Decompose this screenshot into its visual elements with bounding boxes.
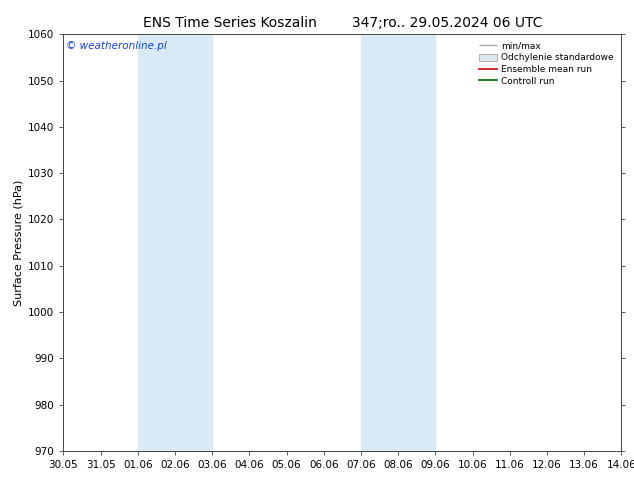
Bar xyxy=(361,34,436,451)
Legend: min/max, Odchylenie standardowe, Ensemble mean run, Controll run: min/max, Odchylenie standardowe, Ensembl… xyxy=(476,39,617,88)
Bar xyxy=(138,34,212,451)
Y-axis label: Surface Pressure (hPa): Surface Pressure (hPa) xyxy=(14,179,24,306)
Text: © weatheronline.pl: © weatheronline.pl xyxy=(66,41,167,50)
Title: ENS Time Series Koszalin        347;ro.. 29.05.2024 06 UTC: ENS Time Series Koszalin 347;ro.. 29.05.… xyxy=(143,16,542,30)
